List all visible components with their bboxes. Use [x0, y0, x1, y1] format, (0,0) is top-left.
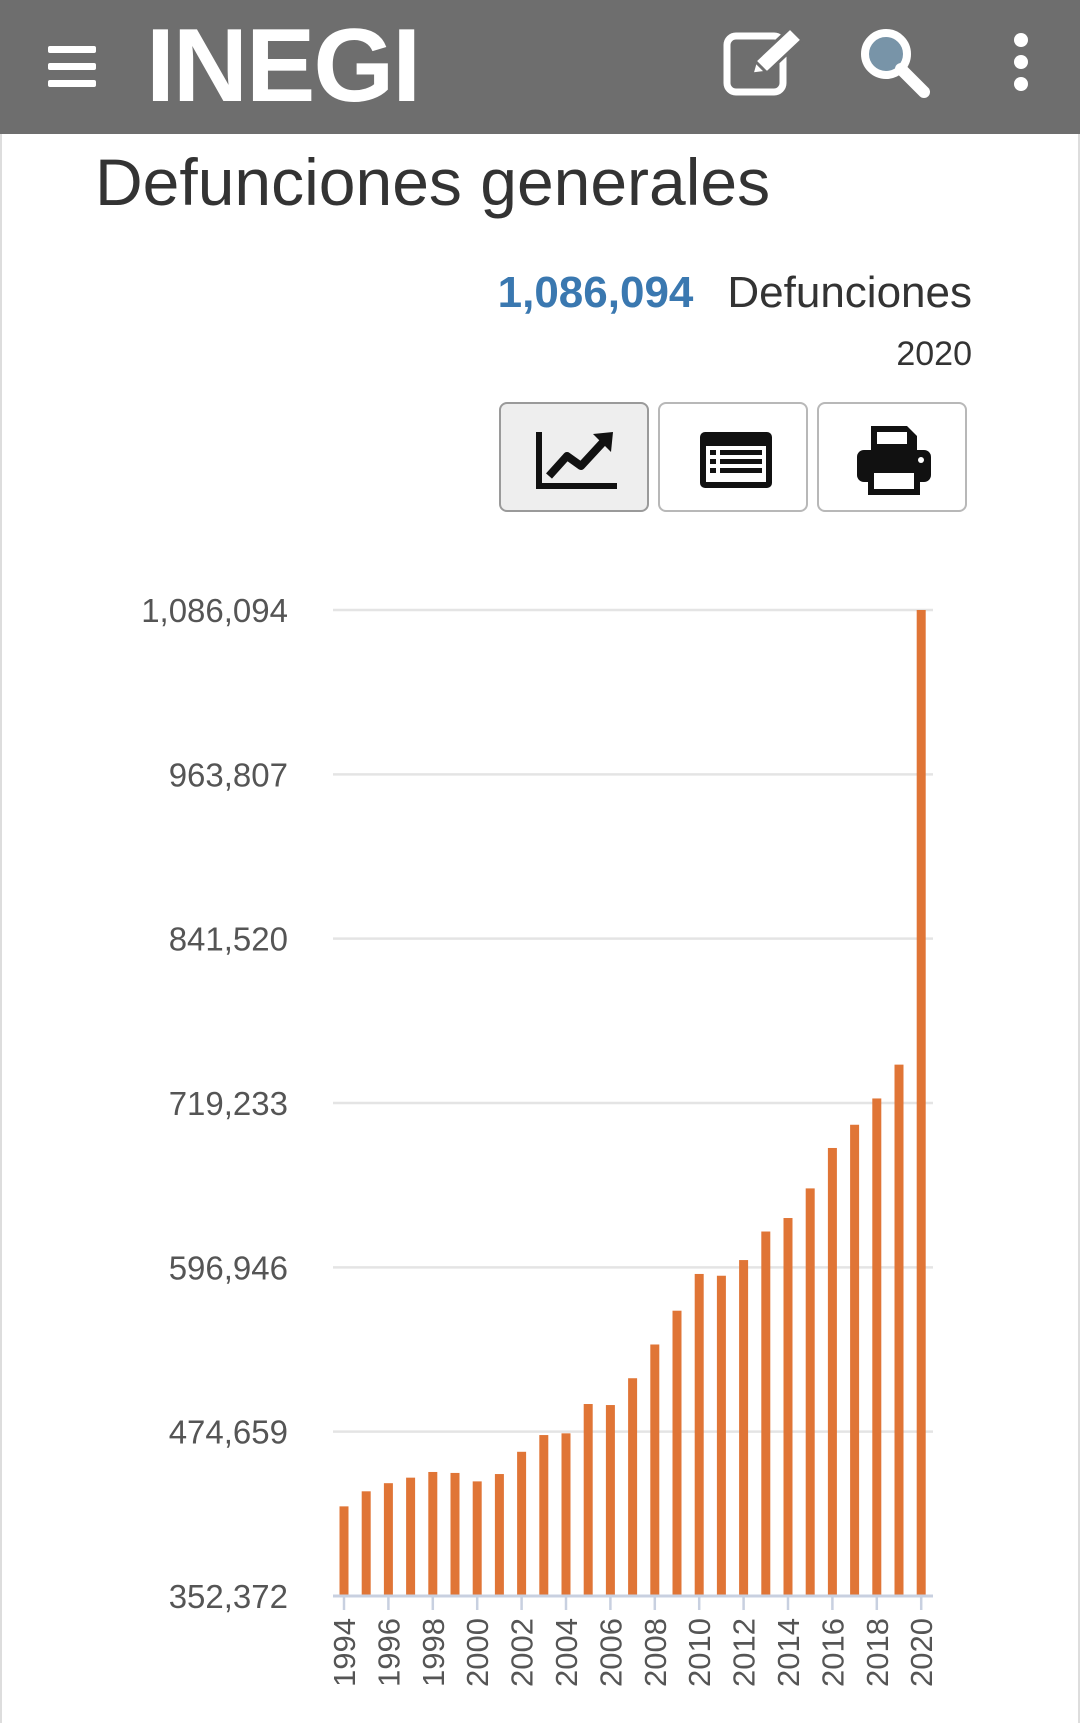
bar[interactable]	[406, 1477, 416, 1596]
content-panel	[0, 134, 1080, 1723]
bar[interactable]	[739, 1260, 749, 1596]
bar[interactable]	[583, 1404, 593, 1596]
bar[interactable]	[650, 1344, 660, 1596]
bar[interactable]	[805, 1188, 815, 1596]
bar[interactable]	[383, 1483, 393, 1596]
deaths-bar-chart: 352,372 474,659 596,946 719,233 841,520 963,8…	[141, 592, 939, 1687]
search-icon[interactable]	[856, 24, 932, 100]
table-view-button[interactable]	[658, 402, 808, 512]
bar[interactable]	[472, 1481, 482, 1596]
x-tick-label: 2010	[682, 1618, 717, 1687]
y-tick-label: 841,520	[169, 921, 288, 958]
bar[interactable]	[494, 1474, 504, 1596]
highlight-year: 2020	[896, 335, 972, 373]
bar[interactable]	[361, 1491, 371, 1596]
bar[interactable]	[916, 610, 926, 1596]
y-tick-label: 596,946	[169, 1249, 288, 1286]
bars	[339, 610, 926, 1596]
y-tick-label: 719,233	[169, 1085, 288, 1122]
bar[interactable]	[339, 1506, 349, 1596]
bar[interactable]	[605, 1405, 615, 1596]
grid-lines	[333, 608, 933, 1433]
x-tick-label: 2004	[549, 1618, 584, 1687]
bar[interactable]	[850, 1124, 860, 1596]
menu-icon[interactable]	[44, 42, 100, 92]
highlight-unit: Defunciones	[727, 268, 972, 317]
x-tick-label: 2008	[638, 1618, 673, 1687]
x-tick-label: 2016	[815, 1618, 850, 1687]
print-button[interactable]	[817, 402, 967, 512]
y-tick-label: 474,659	[169, 1414, 288, 1451]
bar[interactable]	[827, 1147, 837, 1596]
bar[interactable]	[694, 1273, 704, 1596]
x-tick-label: 2018	[860, 1618, 895, 1687]
bar[interactable]	[716, 1275, 726, 1596]
highlight-stat: 1,086,094 Defunciones	[498, 268, 972, 318]
print-icon	[857, 426, 931, 495]
y-tick-label: 963,807	[169, 756, 288, 793]
highlight-value: 1,086,094	[497, 268, 694, 317]
x-tick-label: 1994	[327, 1618, 362, 1687]
bar[interactable]	[450, 1472, 460, 1596]
table-list-icon	[700, 432, 772, 488]
bar[interactable]	[761, 1231, 771, 1596]
x-tick-label: 2000	[460, 1618, 495, 1687]
edit-icon[interactable]	[722, 24, 808, 98]
inegi-logo[interactable]: INEGI	[146, 8, 421, 124]
bar[interactable]	[539, 1435, 549, 1596]
x-tick-label: 1998	[416, 1618, 451, 1687]
x-tick-label: 2002	[505, 1618, 540, 1687]
bar[interactable]	[872, 1098, 882, 1596]
bar[interactable]	[517, 1451, 527, 1596]
y-tick-label: 352,372	[169, 1578, 288, 1615]
bar[interactable]	[428, 1471, 438, 1596]
more-vertical-icon[interactable]	[1008, 30, 1034, 94]
line-chart-icon	[536, 432, 617, 489]
x-tick-label: 2006	[593, 1618, 628, 1687]
x-axis: 1994 1996 1998 2000 2002 2004 2006 2008 2010 2012…	[327, 1594, 939, 1687]
y-tick-label: 1,086,094	[141, 592, 288, 629]
bar[interactable]	[894, 1064, 904, 1596]
chart-view-button[interactable]	[499, 402, 649, 512]
y-axis-labels: 352,372 474,659 596,946 719,233 841,520 963,8…	[141, 592, 288, 1615]
x-tick-label: 2014	[771, 1618, 806, 1687]
app-header: INEGI	[0, 0, 1080, 134]
x-tick-label: 2020	[904, 1618, 939, 1687]
x-tick-label: 2012	[727, 1618, 762, 1687]
bar[interactable]	[783, 1218, 793, 1596]
bar[interactable]	[561, 1433, 571, 1596]
bar[interactable]	[628, 1378, 638, 1596]
bar[interactable]	[672, 1310, 682, 1596]
x-tick-label: 1996	[371, 1618, 406, 1687]
page-title: Defunciones generales	[95, 145, 771, 219]
